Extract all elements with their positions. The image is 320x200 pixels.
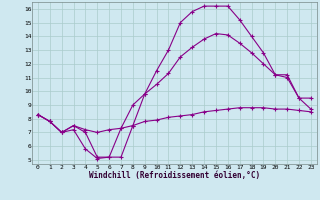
X-axis label: Windchill (Refroidissement éolien,°C): Windchill (Refroidissement éolien,°C)	[89, 171, 260, 180]
